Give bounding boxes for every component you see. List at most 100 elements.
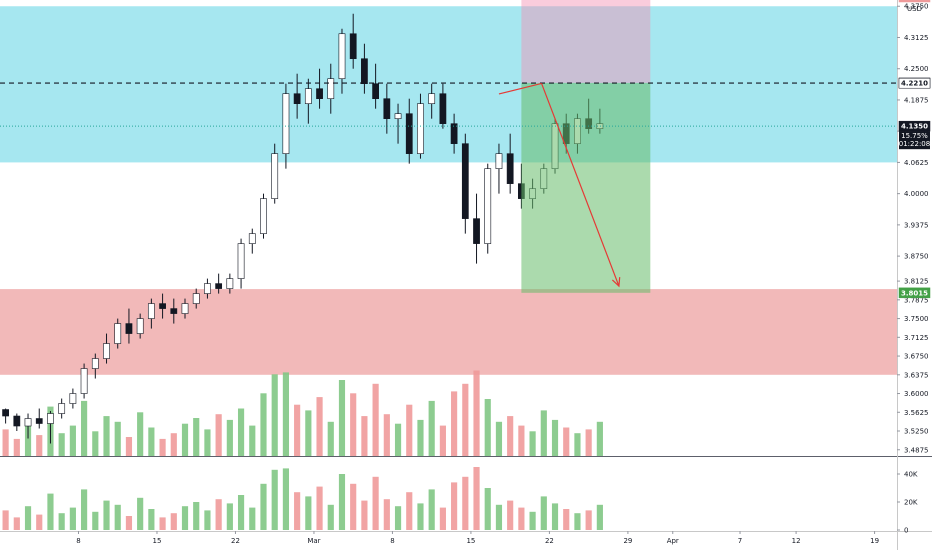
- volume-bar: [204, 510, 211, 530]
- candle[interactable]: [394, 113, 402, 119]
- candle[interactable]: [361, 58, 368, 85]
- candle[interactable]: [215, 283, 223, 289]
- candle[interactable]: [372, 83, 380, 99]
- projection-arrows[interactable]: [498, 82, 621, 288]
- volume-bar: [529, 511, 536, 530]
- candle[interactable]: [147, 303, 155, 319]
- candle[interactable]: [383, 98, 391, 119]
- candle[interactable]: [114, 323, 122, 344]
- candle[interactable]: [170, 308, 178, 314]
- candle[interactable]: [304, 88, 312, 104]
- volume-bar: [563, 509, 570, 530]
- candle[interactable]: [450, 123, 458, 144]
- candle[interactable]: [316, 88, 323, 99]
- volume-bar-main: [24, 423, 32, 456]
- volume-bar: [148, 509, 155, 530]
- volume-bar: [350, 483, 357, 530]
- x-tick-label: 7: [738, 537, 742, 545]
- volume-bar: [585, 510, 592, 530]
- candle[interactable]: [181, 303, 189, 314]
- volume-bar: [596, 504, 603, 530]
- volume-bar: [193, 502, 200, 530]
- price-label: 3.8015: [901, 289, 928, 297]
- volume-axis[interactable]: 0 20K 40K: [897, 471, 918, 535]
- candle[interactable]: [484, 168, 492, 244]
- volume-bar-main: [305, 410, 312, 456]
- candle[interactable]: [2, 409, 9, 417]
- volume-bar: [47, 493, 54, 530]
- volume-bar-main: [137, 412, 144, 456]
- candle[interactable]: [47, 413, 54, 424]
- volume-bar-main: [114, 421, 121, 456]
- candle[interactable]: [24, 418, 32, 427]
- y-tick-label: 3.8750: [904, 253, 929, 261]
- stop-loss-area[interactable]: [521, 0, 651, 83]
- price-label: 4.3935: [901, 0, 928, 2]
- candle[interactable]: [69, 393, 77, 404]
- candle[interactable]: [13, 415, 21, 427]
- volume-bar: [495, 504, 503, 530]
- volume-bar-main: [282, 372, 290, 456]
- y-tick-label: 4.2500: [904, 65, 929, 73]
- candle[interactable]: [35, 418, 43, 424]
- candle[interactable]: [226, 278, 234, 289]
- volume-bar-main: [125, 437, 133, 456]
- candle[interactable]: [506, 153, 514, 184]
- candle[interactable]: [405, 113, 413, 154]
- y-tick-label: 3.6375: [904, 371, 929, 379]
- volume-bar-main: [507, 416, 514, 456]
- volume-bar: [574, 513, 581, 530]
- candle[interactable]: [80, 368, 88, 394]
- volume-tick-label: 0: [904, 527, 908, 535]
- take-profit-area[interactable]: [521, 82, 651, 293]
- volume-bar-main: [215, 414, 222, 456]
- candle[interactable]: [282, 93, 290, 154]
- candle[interactable]: [428, 93, 436, 104]
- candle[interactable]: [338, 33, 346, 80]
- candle[interactable]: [473, 218, 480, 244]
- zone-0[interactable]: [0, 6, 897, 163]
- candle[interactable]: [461, 143, 469, 219]
- candle[interactable]: [125, 323, 133, 334]
- volume-bar: [181, 506, 189, 530]
- candle[interactable]: [271, 153, 279, 199]
- volume-bar: [159, 517, 166, 530]
- candle[interactable]: [159, 303, 166, 309]
- volume-bar-main: [417, 419, 424, 456]
- candle[interactable]: [192, 293, 200, 304]
- arrow-head: [611, 277, 621, 288]
- short-position-tool[interactable]: [521, 0, 651, 293]
- volume-bar: [383, 499, 390, 530]
- candle[interactable]: [327, 78, 335, 99]
- candle[interactable]: [58, 403, 66, 414]
- volume-bar: [439, 507, 446, 530]
- volume-bar-main: [193, 418, 200, 456]
- volume-bar-main: [428, 400, 435, 456]
- volume-bar-main: [327, 421, 334, 456]
- price-label-box: [898, 77, 931, 89]
- zone-1[interactable]: [0, 289, 897, 375]
- volume-bar-main: [372, 383, 379, 456]
- volume-bar-main: [237, 408, 245, 456]
- candle[interactable]: [260, 198, 267, 234]
- candle[interactable]: [237, 243, 245, 279]
- candle[interactable]: [417, 103, 424, 154]
- candle[interactable]: [495, 153, 503, 169]
- arrow-line-1[interactable]: [541, 83, 620, 287]
- candle[interactable]: [103, 343, 110, 359]
- volume-bar: [507, 500, 514, 530]
- candle[interactable]: [248, 233, 256, 244]
- volume-bar-main: [226, 419, 233, 456]
- arrow-line-0[interactable]: [498, 82, 542, 95]
- time-axis[interactable]: 8 15 22 Mar 8 15 22 29 Apr 7 12 19: [76, 531, 879, 545]
- candle[interactable]: [91, 358, 99, 369]
- volume-bar-main: [529, 431, 536, 456]
- candle[interactable]: [293, 93, 301, 104]
- y-tick-label: 3.8125: [904, 278, 929, 286]
- candle[interactable]: [349, 33, 357, 60]
- candle[interactable]: [136, 318, 144, 334]
- candle[interactable]: [439, 93, 447, 124]
- last-price-extra-box: [899, 131, 930, 150]
- candle[interactable]: [204, 283, 211, 294]
